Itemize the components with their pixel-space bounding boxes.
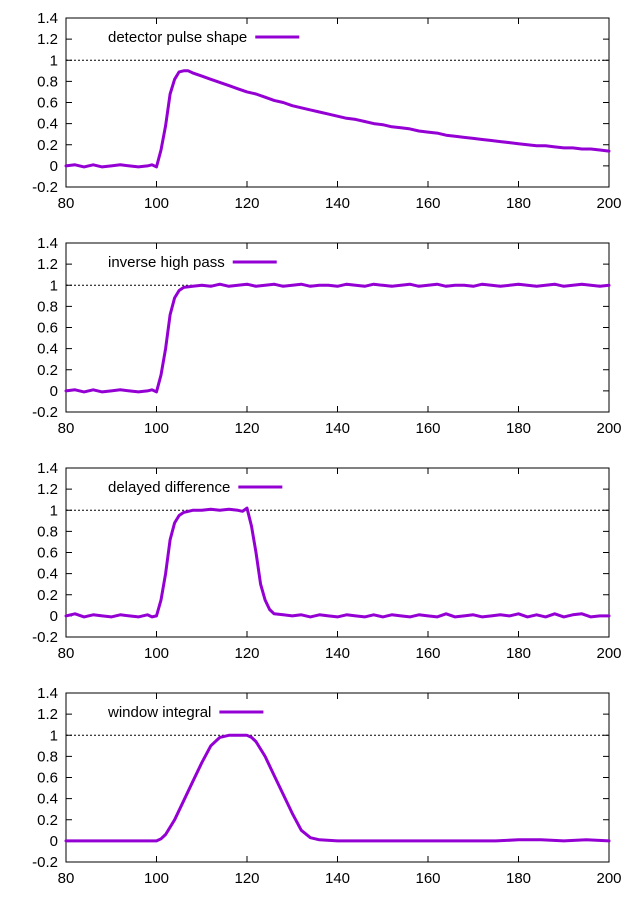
y-tick-label: -0.2 (32, 629, 58, 646)
x-tick-label: 180 (506, 420, 531, 437)
chart-panel-4: -0.2 0 0.2 0.4 0.6 0.8 1 1.2 1.4 80 100 120 140 160 18… (32, 685, 621, 887)
x-tick-label: 100 (144, 195, 169, 212)
x-tick-label: 180 (506, 645, 531, 662)
x-tick-label: 160 (415, 870, 440, 887)
x-tick-label: 180 (506, 195, 531, 212)
x-tick-label: 80 (58, 645, 75, 662)
x-tick-label: 140 (325, 195, 350, 212)
x-tick-label: 120 (234, 195, 259, 212)
y-tick-label: 0.2 (37, 812, 58, 829)
y-tick-label: 1.4 (37, 235, 58, 252)
y-tick-label: 0.6 (37, 320, 58, 337)
x-tick-label: 80 (58, 420, 75, 437)
legend-label: delayed difference (108, 479, 230, 496)
y-tick-label: 0.2 (37, 587, 58, 604)
y-tick-label: 1.4 (37, 685, 58, 702)
y-tick-label: 0 (50, 158, 58, 175)
x-tick-label: 140 (325, 645, 350, 662)
x-tick-label: 200 (596, 645, 621, 662)
x-tick-label: 140 (325, 870, 350, 887)
x-tick-label: 200 (596, 420, 621, 437)
y-tick-label: 0 (50, 608, 58, 625)
y-tick-label: 0 (50, 833, 58, 850)
series-line (64, 282, 611, 394)
series-line (64, 69, 611, 169)
y-tick-label: 0.6 (37, 770, 58, 787)
y-tick-label: 0 (50, 383, 58, 400)
y-tick-label: 0.2 (37, 362, 58, 379)
y-tick-label: 0.4 (37, 566, 58, 583)
x-tick-label: 100 (144, 645, 169, 662)
series-line (64, 733, 611, 843)
y-tick-label: 1.4 (37, 460, 58, 477)
x-tick-label: 100 (144, 420, 169, 437)
y-tick-label: 0.2 (37, 137, 58, 154)
y-tick-label: 0.4 (37, 791, 58, 808)
y-tick-label: 1.2 (37, 706, 58, 723)
x-tick-label: 200 (596, 195, 621, 212)
y-tick-label: 1.2 (37, 481, 58, 498)
y-tick-label: 1 (50, 277, 58, 294)
y-tick-label: 1.4 (37, 10, 58, 27)
x-tick-label: 120 (234, 870, 259, 887)
chart-panel-3: -0.2 0 0.2 0.4 0.6 0.8 1 1.2 1.4 80 100 120 140 160 18… (32, 460, 621, 662)
x-tick-label: 160 (415, 195, 440, 212)
y-tick-label: 0.8 (37, 748, 58, 765)
x-tick-label: 120 (234, 645, 259, 662)
y-tick-label: -0.2 (32, 404, 58, 421)
x-tick-label: 100 (144, 870, 169, 887)
y-tick-label: 0.8 (37, 523, 58, 540)
x-tick-label: 200 (596, 870, 621, 887)
x-tick-label: 160 (415, 645, 440, 662)
x-tick-label: 160 (415, 420, 440, 437)
y-tick-label: 1 (50, 727, 58, 744)
legend-label: window integral (107, 704, 211, 721)
y-tick-label: 0.4 (37, 341, 58, 358)
legend-label: detector pulse shape (108, 29, 247, 46)
chart-panel-1: -0.2 0 0.2 0.4 0.6 0.8 1 1.2 1.4 80 100 120 140 160 18… (32, 10, 621, 212)
y-tick-label: 1.2 (37, 31, 58, 48)
legend-label: inverse high pass (108, 254, 225, 271)
series-line (64, 506, 611, 619)
y-tick-label: -0.2 (32, 854, 58, 871)
y-tick-label: -0.2 (32, 179, 58, 196)
x-tick-label: 120 (234, 420, 259, 437)
y-tick-label: 1 (50, 502, 58, 519)
y-tick-label: 0.6 (37, 95, 58, 112)
x-tick-label: 180 (506, 870, 531, 887)
chart-panel-2: -0.2 0 0.2 0.4 0.6 0.8 1 1.2 1.4 80 100 120 140 160 18… (32, 235, 621, 437)
x-tick-label: 140 (325, 420, 350, 437)
y-tick-label: 1.2 (37, 256, 58, 273)
y-tick-label: 1 (50, 52, 58, 69)
y-tick-label: 0.4 (37, 116, 58, 133)
y-tick-label: 0.8 (37, 73, 58, 90)
x-tick-label: 80 (58, 195, 75, 212)
y-tick-label: 0.8 (37, 298, 58, 315)
x-tick-label: 80 (58, 870, 75, 887)
y-tick-label: 0.6 (37, 545, 58, 562)
